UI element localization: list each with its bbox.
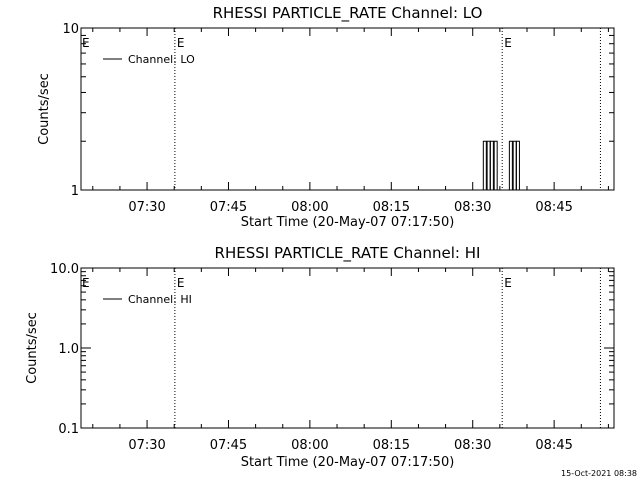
y-axis-label: Counts/sec	[37, 73, 52, 145]
legend-label: Channel: HI	[128, 293, 192, 306]
data-pulse	[482, 140, 487, 190]
y-tick-label: 10.0	[50, 262, 79, 277]
chart-panel-1: RHESSI PARTICLE_RATE Channel: HI 07:30 07:…	[25, 244, 615, 470]
x-tick-label: 08:30	[454, 200, 491, 215]
x-tick-label: 08:00	[291, 438, 328, 453]
y-tick-label: 1	[71, 184, 79, 199]
y-tick-label: 10	[62, 22, 79, 37]
x-tick-label: 07:45	[210, 200, 247, 215]
chart-title: RHESSI PARTICLE_RATE Channel: HI	[215, 244, 481, 263]
data-pulse	[508, 140, 513, 190]
data-pulse	[493, 140, 498, 190]
x-tick-label: 08:45	[535, 200, 572, 215]
event-marker-label: E	[177, 276, 185, 290]
chart-title: RHESSI PARTICLE_RATE Channel: LO	[213, 4, 483, 23]
x-axis-label: Start Time (20-May-07 07:17:50)	[241, 215, 455, 230]
event-marker-label: E	[504, 36, 512, 50]
plot-frame	[80, 27, 615, 191]
data-pulse	[489, 140, 494, 190]
data-pulse	[515, 140, 520, 190]
chart-panel-0: RHESSI PARTICLE_RATE Channel: LO 07:30 07:…	[37, 4, 615, 230]
edge-marker-label: E	[82, 276, 90, 290]
plot-frame	[80, 267, 615, 429]
y-tick-label: 1.0	[58, 342, 79, 357]
x-tick-label: 07:30	[128, 200, 165, 215]
x-tick-label: 08:15	[373, 438, 410, 453]
x-tick-label: 08:00	[291, 200, 328, 215]
x-tick-label: 08:45	[535, 438, 572, 453]
x-tick-label: 07:30	[128, 438, 165, 453]
x-tick-label: 07:45	[210, 438, 247, 453]
legend-label: Channel: LO	[128, 53, 195, 66]
x-tick-label: 08:30	[454, 438, 491, 453]
timestamp: 15-Oct-2021 08:38	[561, 469, 637, 478]
y-tick-label: 0.1	[58, 422, 79, 437]
x-tick-label: 08:15	[373, 200, 410, 215]
event-marker-label: E	[177, 36, 185, 50]
data-pulse	[512, 140, 517, 190]
x-axis-label: Start Time (20-May-07 07:17:50)	[241, 455, 455, 470]
data-pulse	[486, 140, 491, 190]
y-axis-label: Counts/sec	[25, 312, 40, 384]
edge-marker-label: E	[82, 36, 90, 50]
event-marker-label: E	[504, 276, 512, 290]
